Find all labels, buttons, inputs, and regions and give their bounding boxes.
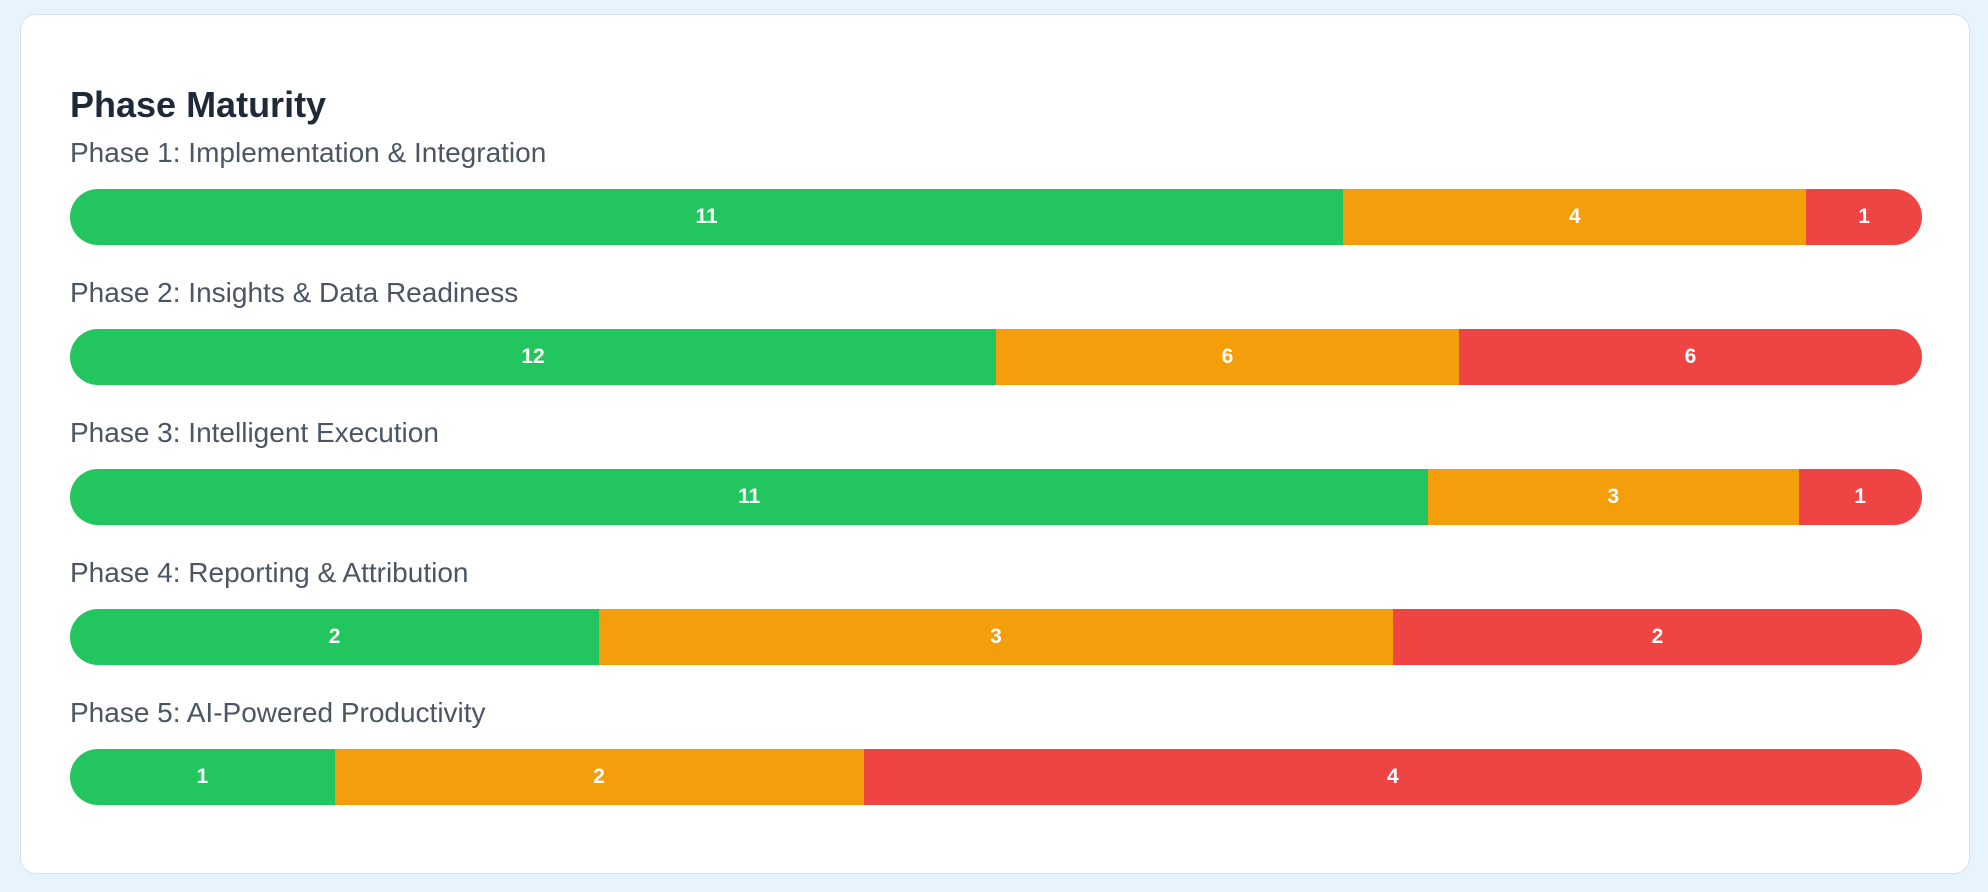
bar-segment-red: 1 (1798, 469, 1922, 525)
phase-bar: 11 4 1 (70, 189, 1922, 245)
phase-row-4: Phase 4: Reporting & Attribution 2 3 2 (70, 555, 1922, 665)
bar-segment-red: 2 (1392, 609, 1922, 665)
segment-value-label: 6 (1221, 345, 1234, 368)
phase-label: Phase 1: Implementation & Integration (70, 137, 547, 168)
segment-value-label: 3 (1607, 485, 1620, 508)
segment-value-label: 2 (593, 765, 605, 788)
bar-segment-amber: 3 (1428, 469, 1799, 525)
segment-value-label: 4 (1568, 205, 1581, 228)
segment-value-label: 11 (737, 485, 761, 508)
bar-segment-green: 12 (70, 329, 996, 385)
phase-maturity-card: Phase Maturity Phase 1: Implementation &… (20, 14, 1970, 874)
segment-value-label: 4 (1387, 765, 1399, 788)
phase-bar: 12 6 6 (70, 329, 1922, 385)
phase-bar: 1 2 4 (70, 749, 1922, 805)
segment-value-label: 12 (521, 345, 545, 368)
bar-segment-red: 6 (1459, 329, 1922, 385)
bar-segment-red: 1 (1806, 189, 1922, 245)
bar-segment-green: 1 (70, 749, 335, 805)
bar-segment-amber: 3 (599, 609, 1393, 665)
segment-value-label: 1 (1854, 485, 1867, 508)
phase-row-3: Phase 3: Intelligent Execution 11 3 1 (70, 415, 1922, 525)
bar-segment-green: 11 (70, 469, 1429, 525)
segment-value-label: 1 (1858, 205, 1870, 228)
segment-value-label: 1 (196, 765, 209, 788)
bar-segment-amber: 2 (334, 749, 864, 805)
bar-segment-amber: 6 (996, 329, 1459, 385)
phase-row-1: Phase 1: Implementation & Integration 11… (70, 135, 1922, 245)
segment-value-label: 2 (1651, 625, 1664, 648)
bar-segment-green: 11 (70, 189, 1344, 245)
phase-row-2: Phase 2: Insights & Data Readiness 12 6 … (70, 275, 1922, 385)
bar-segment-amber: 4 (1343, 189, 1807, 245)
bar-segment-green: 2 (70, 609, 600, 665)
segment-value-label: 3 (990, 625, 1002, 648)
phase-label: Phase 3: Intelligent Execution (70, 417, 439, 448)
phase-label: Phase 4: Reporting & Attribution (70, 557, 469, 588)
bar-segment-red: 4 (863, 749, 1922, 805)
phase-label: Phase 5: AI-Powered Productivity (70, 697, 486, 728)
phase-bar: 2 3 2 (70, 609, 1922, 665)
phase-row-5: Phase 5: AI-Powered Productivity 1 2 4 (70, 695, 1922, 805)
segment-value-label: 6 (1684, 345, 1697, 368)
phase-bar: 11 3 1 (70, 469, 1922, 525)
segment-value-label: 11 (695, 205, 718, 228)
phase-label: Phase 2: Insights & Data Readiness (70, 277, 519, 308)
segment-value-label: 2 (328, 625, 341, 648)
card-title: Phase Maturity (70, 84, 327, 125)
